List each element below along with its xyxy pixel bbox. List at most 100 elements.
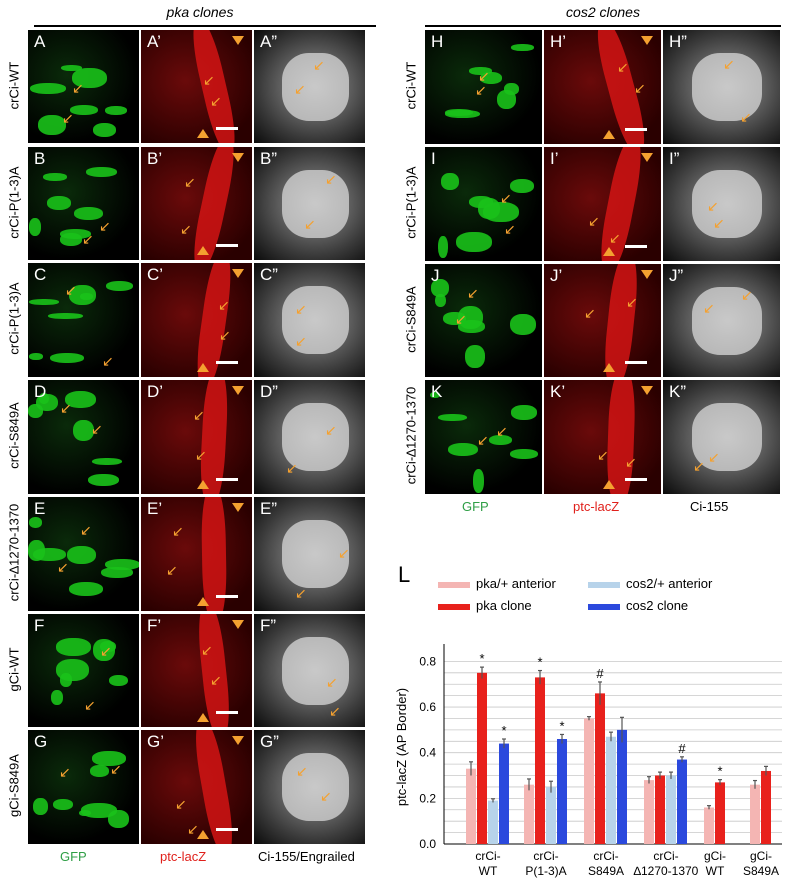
- micrograph-panel-w: ↙ ↙ C”: [254, 263, 365, 377]
- arrow-icon: ↙: [504, 221, 516, 237]
- gfp-clone: [430, 392, 440, 398]
- scale-bar: [216, 595, 238, 598]
- x-tick-label: WT: [706, 864, 725, 878]
- x-tick-label: gCi-: [704, 849, 726, 863]
- micrograph-panel-w: ↙ ↙ G”: [254, 730, 365, 844]
- arrow-icon: ↙: [625, 454, 637, 470]
- micrograph-panel-r: ↙ ↙ J’: [544, 264, 661, 377]
- arrow-icon: ↙: [708, 449, 720, 465]
- x-tick-label: WT: [479, 864, 498, 878]
- chart-panel-label: L: [398, 562, 411, 587]
- arrow-icon: ↙: [467, 285, 479, 301]
- arrow-icon: ↙: [741, 287, 753, 303]
- y-tick-label: 0.8: [419, 654, 436, 668]
- micrograph-panel-w: ↙ ↙ B”: [254, 147, 365, 260]
- panel-letter: K’: [550, 382, 566, 401]
- gfp-clone: [101, 567, 133, 578]
- arrow-icon: ↙: [184, 174, 196, 190]
- gfp-clone: [511, 44, 534, 51]
- arrowhead-icon: [232, 503, 244, 512]
- significance-mark: *: [501, 723, 506, 738]
- arrow-icon: ↙: [166, 562, 178, 578]
- gfp-clone: [504, 83, 519, 95]
- arrow-icon: ↙: [296, 763, 308, 779]
- panel-letter: H: [431, 32, 444, 51]
- legend-label: pka/+ anterior: [476, 576, 557, 591]
- arrowhead-icon: [197, 597, 209, 606]
- arrow-icon: ↙: [210, 93, 222, 109]
- micrograph-panel-g: ↙ ↙ H: [425, 30, 542, 144]
- bar: [499, 743, 509, 844]
- scale-bar: [216, 478, 238, 481]
- panel-letter: I”: [669, 149, 680, 168]
- bar: [750, 784, 760, 844]
- panel-letter: A’: [147, 32, 161, 51]
- arrow-icon: ↙: [713, 215, 725, 231]
- arrow-icon: ↙: [82, 231, 94, 247]
- bar: [546, 786, 556, 844]
- arrow-icon: ↙: [72, 80, 84, 96]
- arrow-icon: ↙: [295, 301, 307, 317]
- significance-mark: *: [717, 764, 722, 779]
- x-tick-label: gCi-: [750, 849, 772, 863]
- right-header-rule: [425, 25, 781, 27]
- arrow-icon: ↙: [325, 422, 337, 438]
- x-tick-label: S849A: [588, 864, 624, 878]
- micrograph-panel-w: ↙ ↙ D”: [254, 380, 365, 494]
- row-label: crCi-∆1270-1370: [403, 386, 419, 485]
- micrograph-panel-r: ↙ ↙ A’: [141, 30, 252, 143]
- x-tick-label: P(1-3)A: [525, 864, 566, 878]
- arrow-icon: ↙: [187, 821, 199, 837]
- arrow-icon: ↙: [496, 423, 508, 439]
- scale-bar: [216, 828, 238, 831]
- gfp-clone: [61, 65, 82, 71]
- legend-label: pka clone: [476, 598, 532, 613]
- arrow-icon: ↙: [91, 421, 103, 437]
- gfp-clone: [105, 106, 127, 115]
- x-tick-label: crCi-: [533, 849, 558, 863]
- arrowhead-icon: [197, 129, 209, 138]
- right-gfp-label: GFP: [462, 499, 489, 514]
- arrow-icon: ↙: [329, 703, 341, 719]
- right-lacz-label: ptc-lacZ: [573, 499, 620, 514]
- gfp-clone: [473, 469, 484, 493]
- bar: [666, 775, 676, 844]
- right-header: cos2 clones: [566, 4, 640, 20]
- micrograph-panel-w: ↙ ↙ J”: [663, 264, 780, 377]
- ci-staining: [282, 403, 349, 471]
- panel-letter: G’: [147, 732, 164, 751]
- gfp-clone: [86, 167, 117, 177]
- arrowhead-icon: [197, 713, 209, 722]
- gfp-clone: [70, 105, 98, 115]
- gfp-clone: [92, 751, 126, 766]
- micrograph-panel-w: ↙ ↙ A”: [254, 30, 365, 143]
- bar: [584, 718, 594, 844]
- panel-letter: C’: [147, 265, 164, 284]
- gfp-clone: [69, 582, 103, 596]
- gfp-clone: [28, 404, 43, 418]
- arrow-icon: ↙: [201, 642, 213, 658]
- arrow-icon: ↙: [703, 300, 715, 316]
- micrograph-panel-r: ↙ ↙ K’: [544, 380, 661, 494]
- bar: [677, 759, 687, 844]
- arrow-icon: ↙: [475, 82, 487, 98]
- ptc-stripe: [192, 263, 236, 377]
- gfp-clone: [108, 810, 129, 828]
- x-tick-label: ∆1270-1370: [634, 864, 699, 878]
- gfp-clone: [79, 810, 91, 816]
- arrowhead-icon: [232, 153, 244, 162]
- arrow-icon: ↙: [617, 59, 629, 75]
- panel-letter: B: [34, 149, 46, 168]
- micrograph-panel-r: ↙ ↙ C’: [141, 263, 252, 377]
- gfp-clone: [50, 353, 84, 363]
- gfp-clone: [51, 690, 63, 705]
- gfp-clone: [510, 314, 536, 335]
- arrow-icon: ↙: [326, 674, 338, 690]
- gfp-clone: [478, 198, 500, 219]
- arrow-icon: ↙: [478, 68, 490, 84]
- bar: [557, 739, 567, 844]
- gfp-clone: [48, 313, 83, 319]
- gfp-clone: [480, 72, 502, 84]
- gfp-clone: [73, 420, 94, 441]
- arrow-icon: ↙: [203, 72, 215, 88]
